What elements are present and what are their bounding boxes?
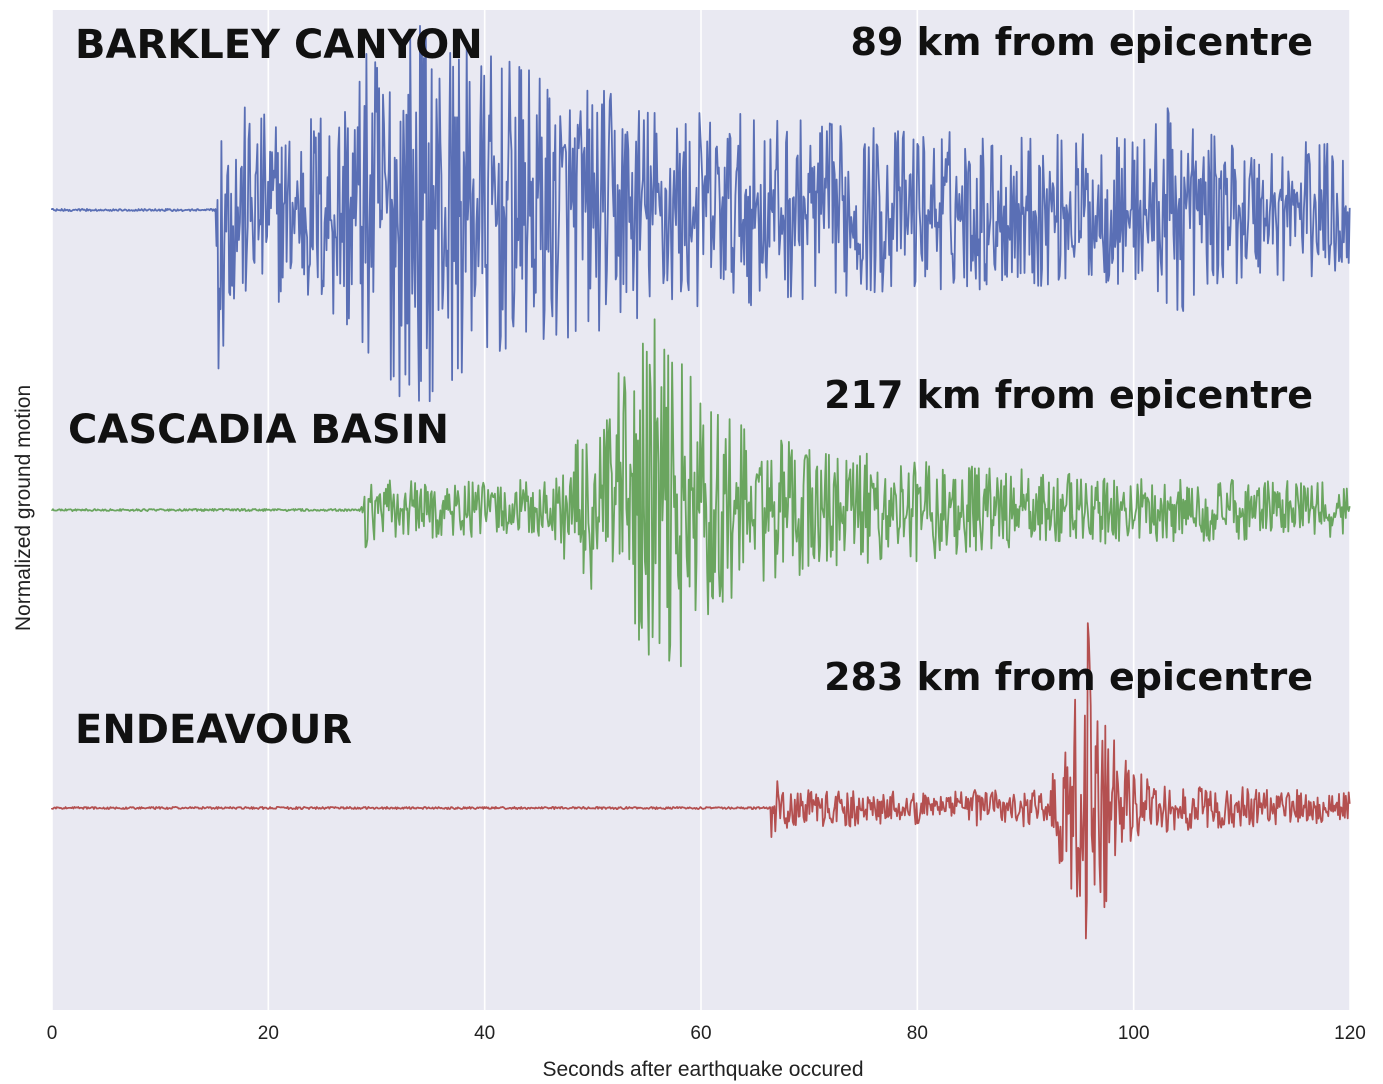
y-axis-label: Normalized ground motion — [12, 385, 35, 631]
x-axis-ticks: 0 20 40 60 80 100 120 — [47, 1023, 1366, 1044]
x-tick-label: 100 — [1118, 1023, 1150, 1044]
station-label: ENDEAVOUR — [75, 707, 352, 753]
distance-label: 217 km from epicentre — [824, 373, 1313, 417]
seismogram-traces — [51, 25, 1351, 940]
x-axis-label: Seconds after earthquake occured — [542, 1058, 863, 1081]
x-tick-label: 80 — [907, 1023, 928, 1044]
x-tick-label: 60 — [690, 1023, 711, 1044]
station-label: BARKLEY CANYON — [75, 22, 483, 68]
distance-label: 283 km from epicentre — [824, 655, 1313, 699]
station-labels: BARKLEY CANYON 89 km from epicentre CASCAD… — [68, 20, 1313, 753]
station-label: CASCADIA BASIN — [68, 407, 449, 453]
trace-barkley-canyon — [51, 25, 1351, 403]
trace-endeavour — [51, 622, 1351, 940]
trace-cascadia-basin — [51, 318, 1351, 668]
x-tick-label: 40 — [474, 1023, 495, 1044]
x-tick-label: 120 — [1334, 1023, 1366, 1044]
x-tick-label: 20 — [258, 1023, 279, 1044]
distance-label: 89 km from epicentre — [851, 20, 1313, 64]
x-tick-label: 0 — [47, 1023, 58, 1044]
